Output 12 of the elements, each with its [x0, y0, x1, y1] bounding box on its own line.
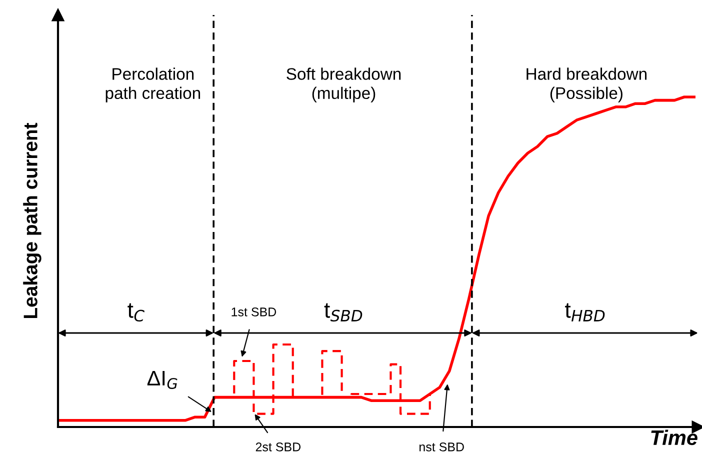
- annotation: Hard breakdown (Possible): [526, 68, 647, 102]
- annotation: ΔI$_{G}$: [147, 371, 178, 389]
- annotation: t$_{SBD}$: [324, 303, 362, 322]
- y-axis-title: Leakage path current: [23, 122, 42, 318]
- x-axis-title: Time: [651, 430, 698, 446]
- annotation: Percolation path creation: [106, 68, 200, 102]
- annotation: t$_{HBD}$: [565, 303, 605, 322]
- annotation: t$_{C}$: [128, 303, 144, 322]
- text: nst SBD: [420, 442, 464, 452]
- annotation: Soft breakdown (multipe): [286, 68, 401, 102]
- text: 2st SBD: [256, 442, 301, 452]
- annotation: 1st SBD: [232, 308, 276, 316]
